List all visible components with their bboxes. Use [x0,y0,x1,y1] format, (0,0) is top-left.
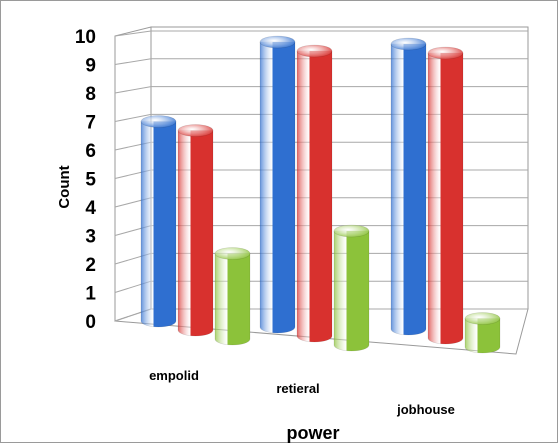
y-tick-label: 6 [85,141,96,162]
y-tick-label: 2 [85,255,96,276]
y-tick-labels: 0 1 2 3 4 5 6 7 8 9 10 [75,27,97,333]
category-labels: empolid retieral jobhouse [149,368,455,417]
y-tick-label: 7 [85,113,96,134]
y-tick-label: 0 [85,312,96,333]
bar [214,247,251,346]
bar [140,115,177,328]
y-tick-label: 1 [85,284,96,305]
bar [259,35,296,334]
bar [464,312,501,354]
y-tick-label: 10 [75,27,96,48]
y-tick-label: 3 [85,227,96,248]
bar [390,37,427,336]
x-category-label: jobhouse [396,402,455,417]
gridline [114,30,528,37]
bar [296,44,333,343]
bar [177,124,214,337]
y-tick-label: 4 [85,198,96,219]
y-tick-label: 8 [85,84,96,105]
y-tick-label: 9 [85,56,96,77]
x-category-label: empolid [149,368,199,383]
x-axis-title: power [286,423,339,443]
y-axis-title: Count [56,165,73,208]
bar [427,46,464,345]
x-category-label: retieral [276,381,319,396]
bars [140,35,501,354]
y-tick-label: 5 [85,170,96,191]
bar [333,224,370,352]
